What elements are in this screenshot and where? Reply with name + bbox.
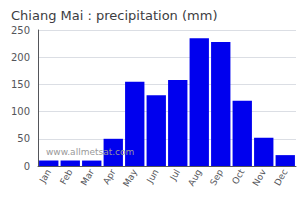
svg-text:Apr: Apr [101,167,118,186]
svg-text:www.allmetsat.com: www.allmetsat.com [46,147,134,157]
svg-text:May: May [121,167,139,189]
svg-text:Nov: Nov [251,167,269,188]
svg-text:50: 50 [17,133,30,144]
svg-text:Jun: Jun [144,167,160,185]
svg-text:200: 200 [11,52,30,63]
svg-text:100: 100 [11,106,30,117]
svg-text:Aug: Aug [186,167,203,187]
svg-text:Oct: Oct [230,167,247,186]
svg-text:Sep: Sep [208,167,225,187]
svg-text:Jan: Jan [37,167,53,185]
svg-text:Mar: Mar [79,167,96,187]
svg-text:Dec: Dec [272,167,289,187]
svg-text:0: 0 [24,161,30,172]
svg-text:Feb: Feb [58,167,75,186]
svg-text:250: 250 [11,25,30,36]
svg-text:Jul: Jul [167,167,182,182]
svg-text:150: 150 [11,79,30,90]
svg-text:Chiang Mai : precipitation (mm: Chiang Mai : precipitation (mm) [11,8,217,23]
